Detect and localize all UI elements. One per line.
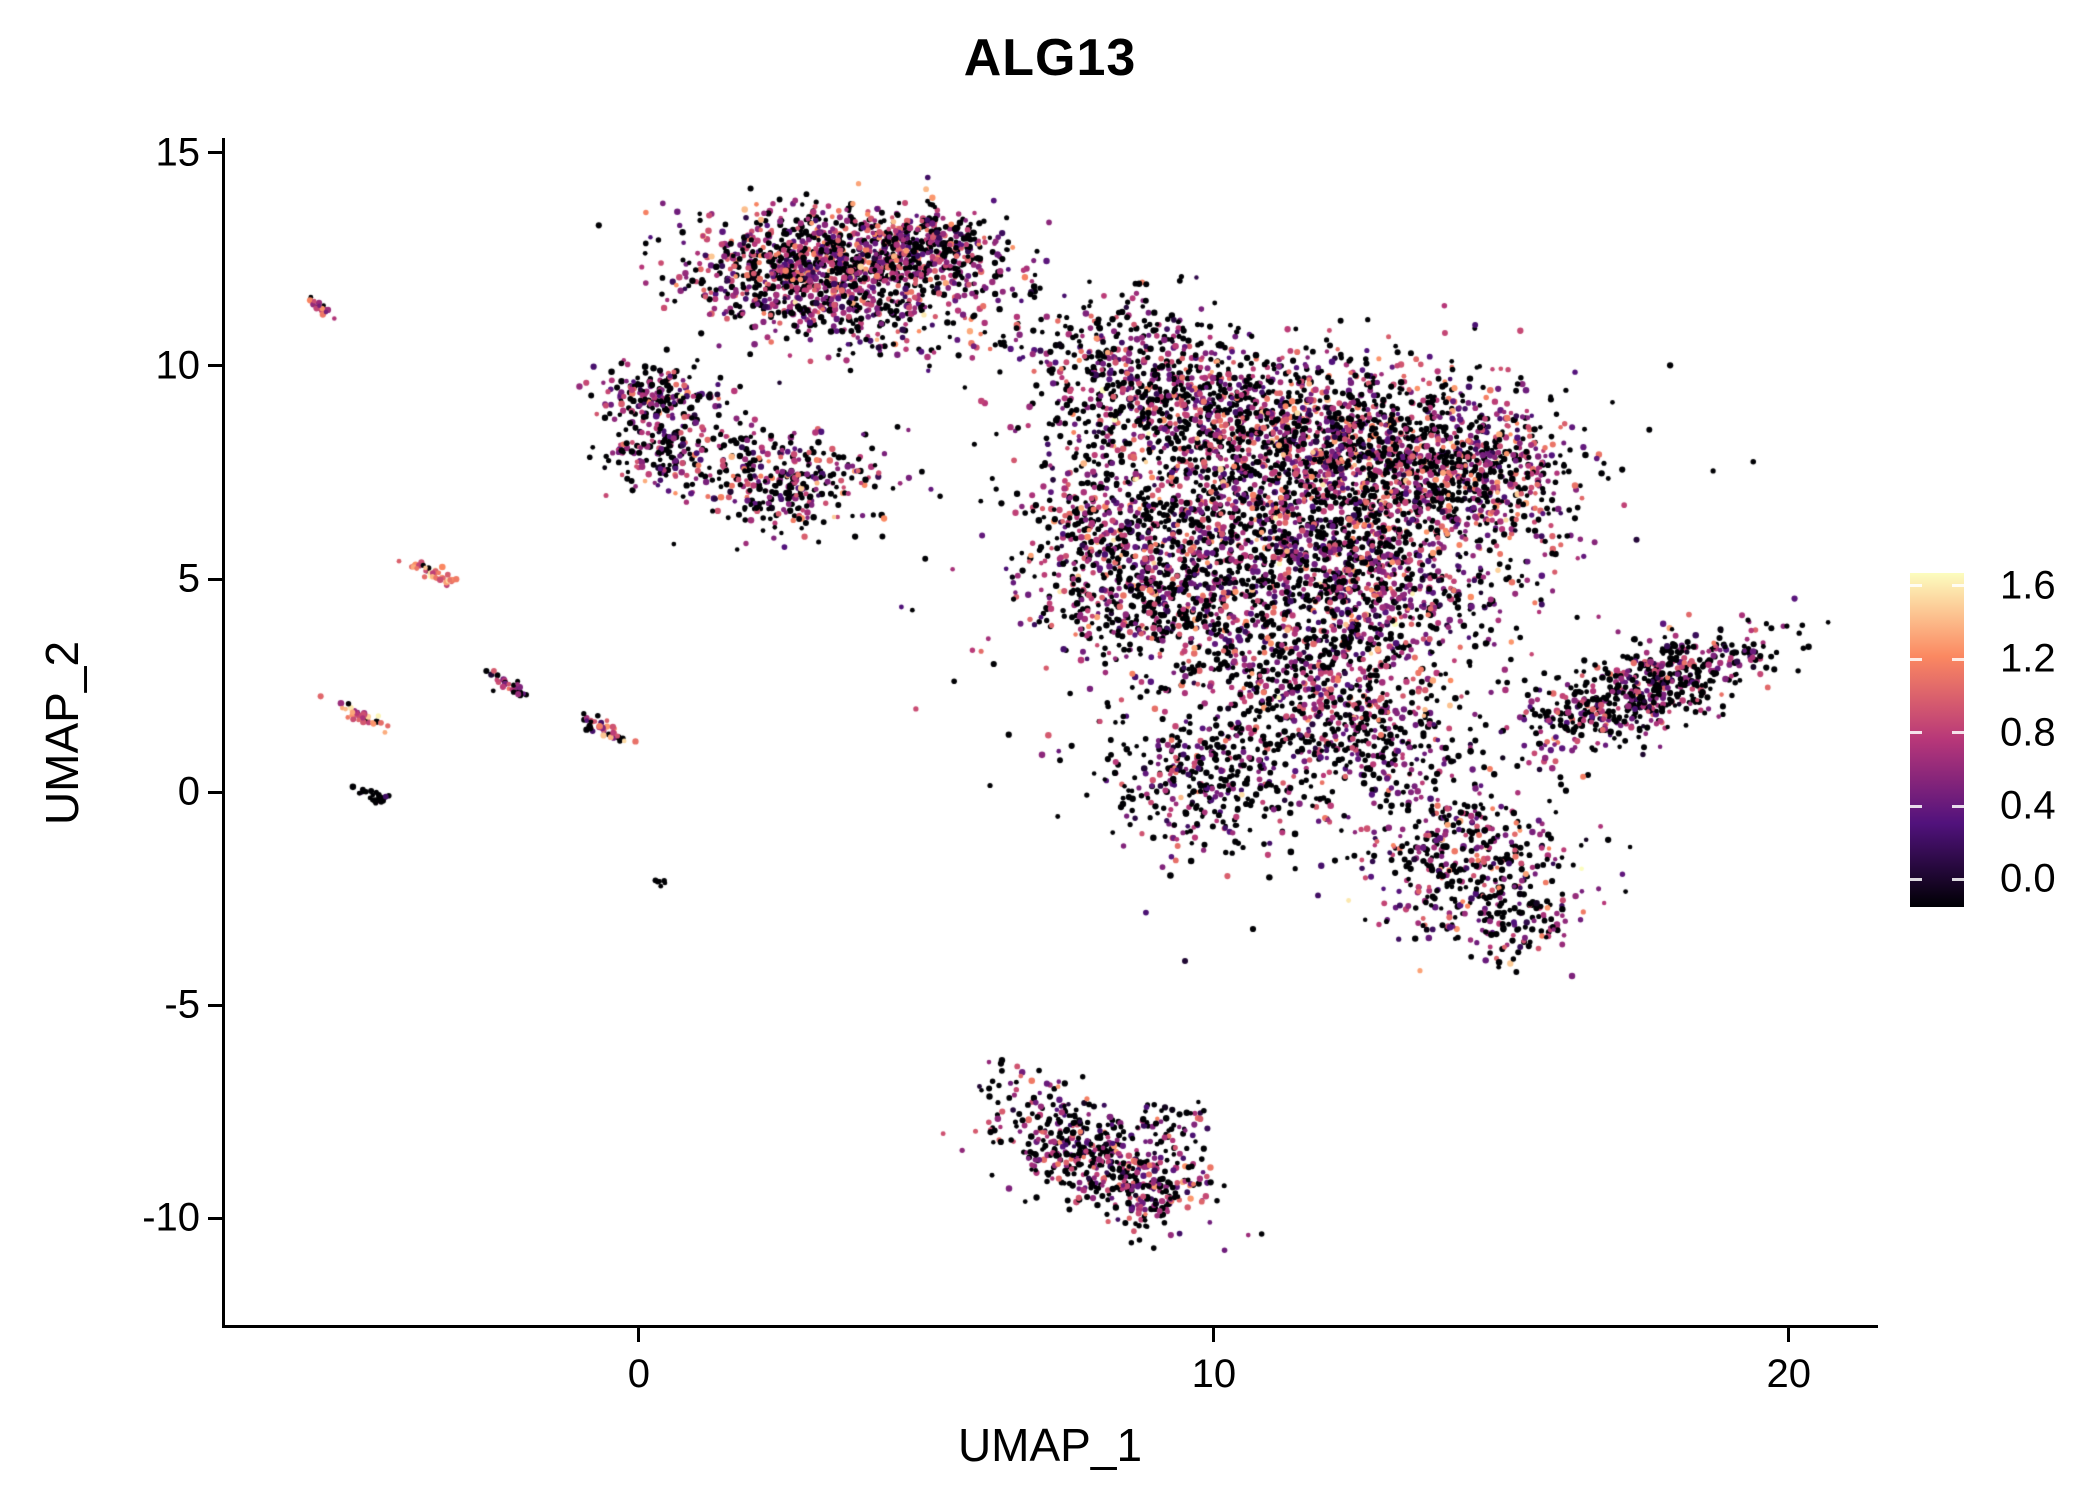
y-tick-mark xyxy=(208,1003,222,1007)
x-tick-label: 0 xyxy=(627,1352,651,1396)
y-tick-label: 5 xyxy=(177,556,200,601)
x-tick-label: 20 xyxy=(1766,1352,1812,1396)
y-tick-mark xyxy=(208,364,222,368)
x-axis-line xyxy=(222,1325,1878,1328)
x-tick-mark xyxy=(637,1328,641,1342)
y-tick-label: -5 xyxy=(164,982,200,1027)
colorbar-tick-label: 0.4 xyxy=(2000,783,2056,828)
colorbar-tick-mark xyxy=(1910,657,1922,661)
y-tick-mark xyxy=(208,577,222,581)
colorbar-tick-mark xyxy=(1910,877,1922,881)
x-tick-mark xyxy=(1212,1328,1216,1342)
plot-title: ALG13 xyxy=(963,29,1137,87)
colorbar-tick-mark xyxy=(1952,877,1964,881)
colorbar-tick-label: 0.0 xyxy=(2000,856,2056,901)
colorbar-tick-mark xyxy=(1910,584,1922,588)
colorbar-tick-mark xyxy=(1952,804,1964,808)
x-tick-mark xyxy=(1787,1328,1791,1342)
colorbar-tick-label: 0.8 xyxy=(2000,710,2056,755)
y-tick-label: 0 xyxy=(177,769,200,814)
y-tick-label: -10 xyxy=(142,1195,200,1240)
y-axis-line xyxy=(222,138,225,1328)
x-axis-label: UMAP_1 xyxy=(957,1419,1143,1471)
colorbar-tick-mark xyxy=(1910,804,1922,808)
y-tick-mark xyxy=(208,790,222,794)
y-tick-label: 15 xyxy=(155,130,201,175)
colorbar-tick-mark xyxy=(1952,657,1964,661)
y-tick-mark xyxy=(208,151,222,155)
colorbar-tick-mark xyxy=(1910,731,1922,735)
colorbar-tick-label: 1.2 xyxy=(2000,636,2056,681)
colorbar-tick-label: 1.6 xyxy=(2000,563,2056,608)
colorbar-tick-mark xyxy=(1952,584,1964,588)
colorbar-gradient xyxy=(1910,573,1964,907)
x-tick-label: 10 xyxy=(1191,1352,1237,1396)
y-tick-mark xyxy=(208,1216,222,1220)
scatter-canvas xyxy=(225,140,1875,1325)
y-tick-label: 10 xyxy=(155,343,201,388)
colorbar-tick-mark xyxy=(1952,731,1964,735)
